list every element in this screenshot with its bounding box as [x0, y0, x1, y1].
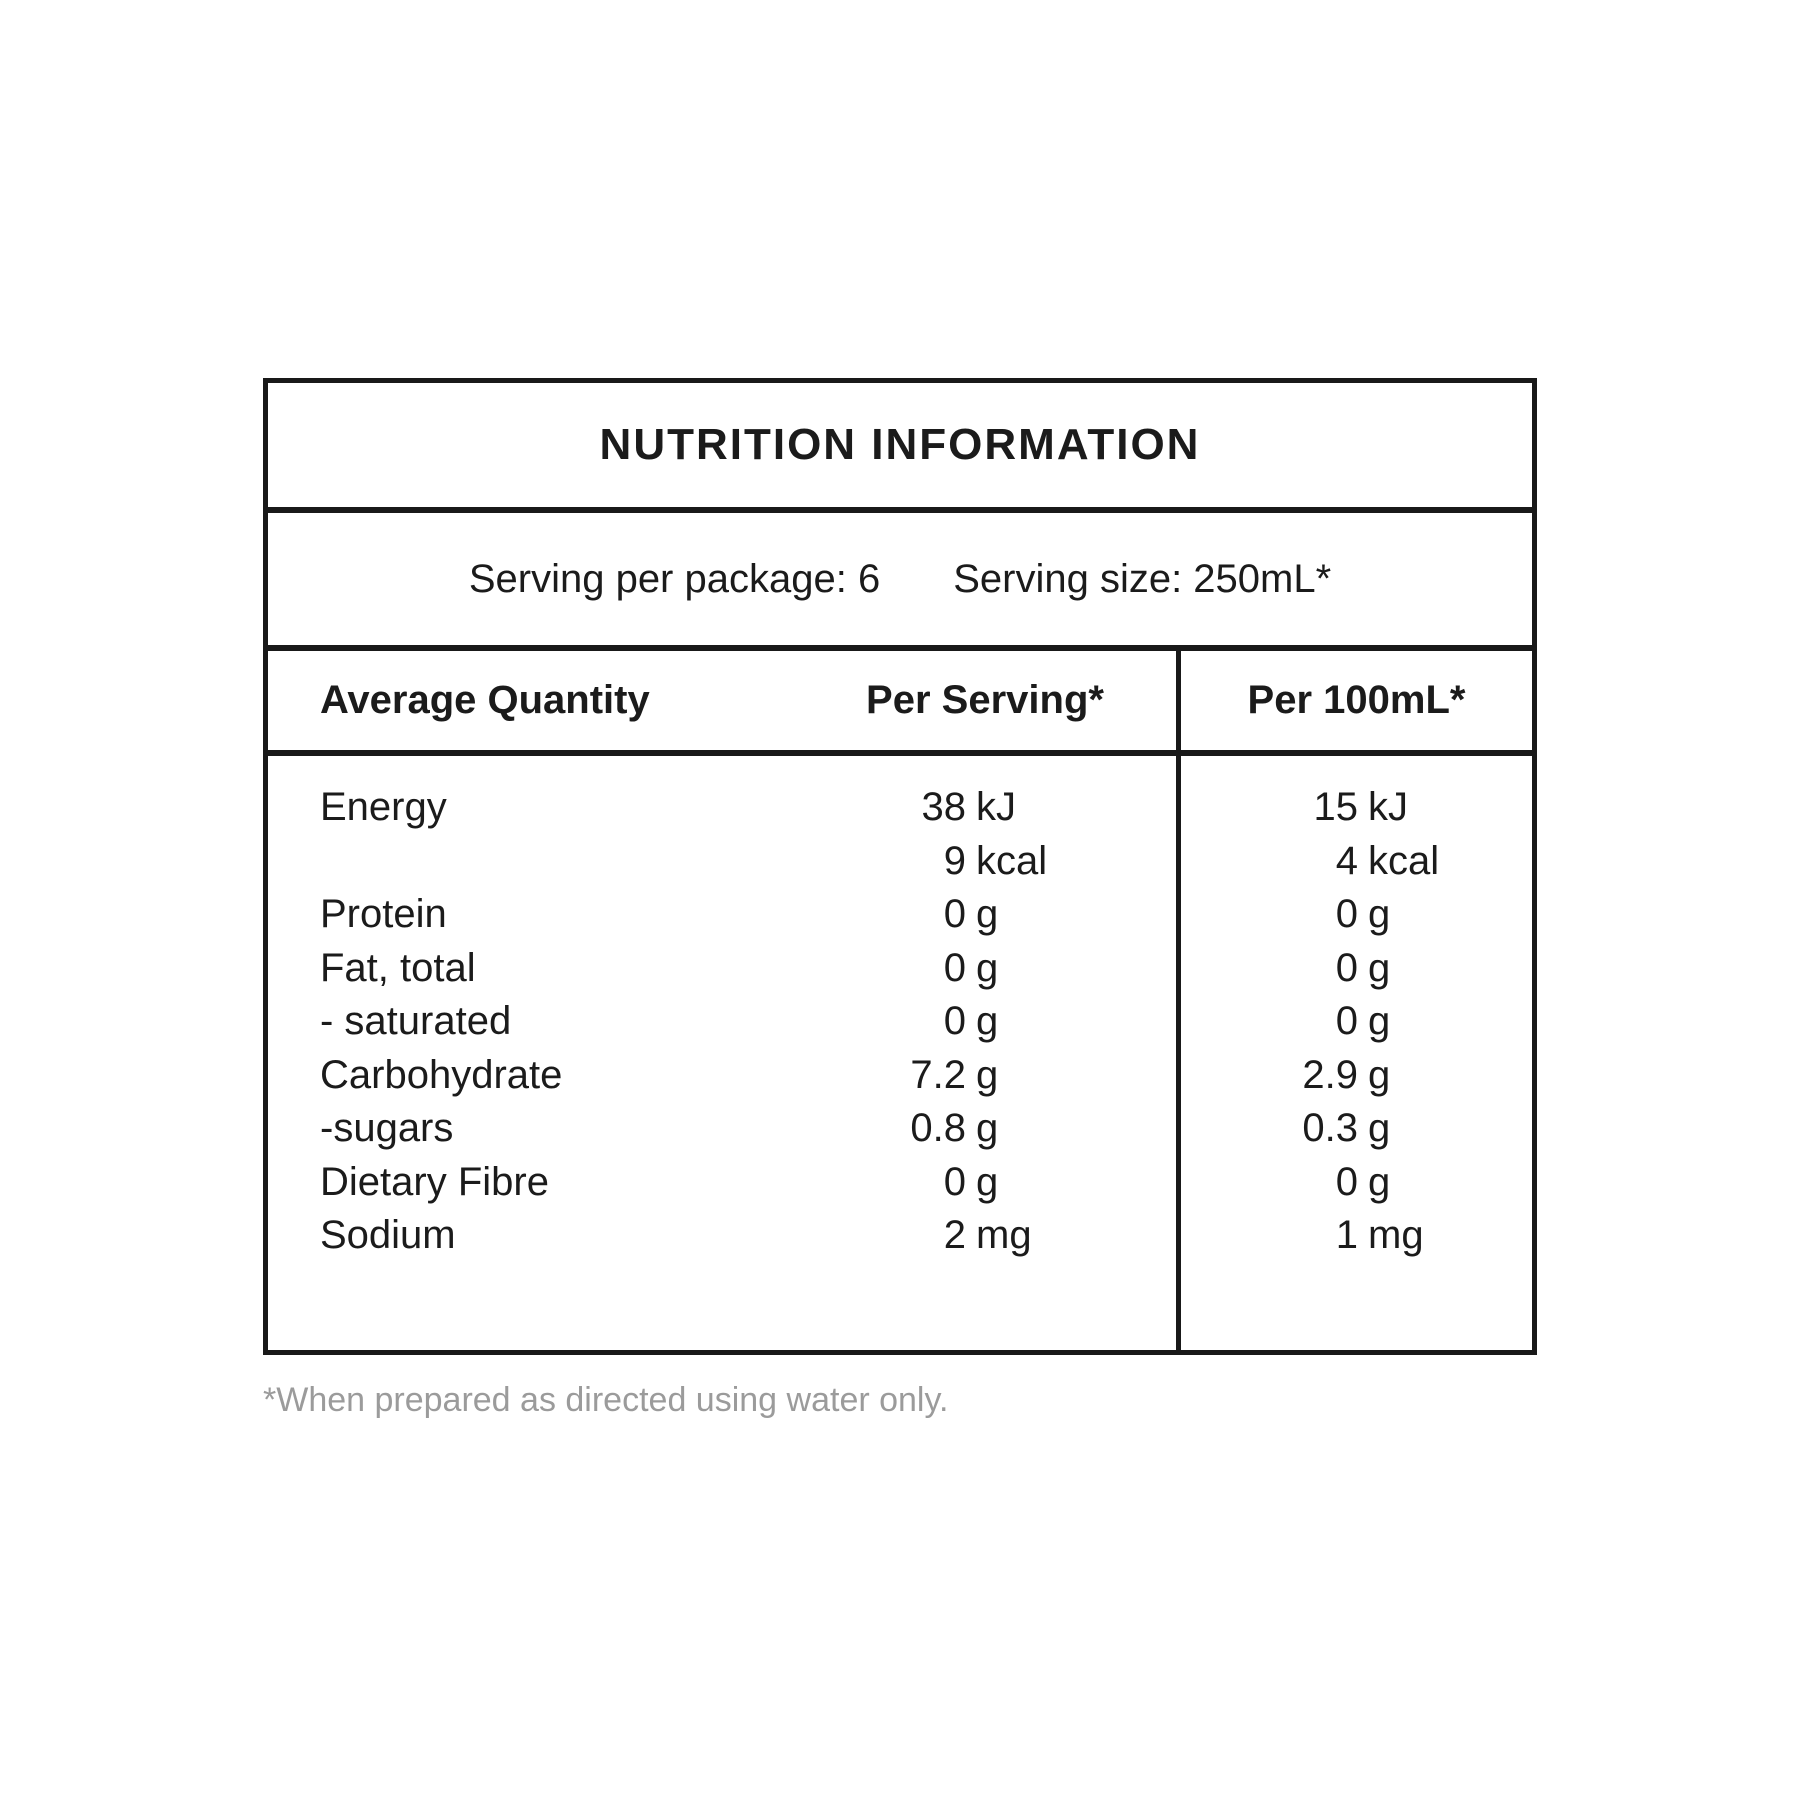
per-serving-value-unit: g [976, 1106, 999, 1151]
nutrient-row-carbohydrate: Carbohydrate 7.2 g [268, 1049, 1176, 1103]
nutrient-label: Dietary Fibre [320, 1159, 549, 1204]
per-100ml-value-unit: mg [1368, 1213, 1424, 1258]
per-100ml-value-number: 0 [1335, 945, 1358, 990]
nutrient-row-dietary-fibre: Dietary Fibre 0 g [268, 1156, 1176, 1210]
per-100ml-value-number: 0.3 [1302, 1106, 1358, 1151]
per-serving-value-number: 7.2 [910, 1052, 966, 1097]
per-100ml-row-protein: 0 g [1181, 888, 1532, 942]
per-serving-value-number: 0.8 [910, 1106, 966, 1151]
per-100ml-row-sugars: 0.3 g [1181, 1102, 1532, 1156]
per-serving-value-unit: kcal [976, 838, 1048, 883]
nutrient-label: Energy [320, 785, 447, 830]
per-serving-value-unit: g [976, 945, 999, 990]
per-100ml-value-unit: kJ [1368, 785, 1408, 830]
per-serving-value-unit: g [976, 892, 999, 937]
column-header-per-100ml: Per 100mL* [1247, 678, 1466, 722]
per-100ml-row-saturated: 0 g [1181, 995, 1532, 1049]
nutrient-label: Carbohydrate [320, 1052, 563, 1097]
per-serving-value-unit: g [976, 999, 999, 1044]
per-100ml-value-unit: g [1368, 1159, 1391, 1204]
per-serving-value-number: 0 [943, 892, 966, 937]
per-serving-value-unit: g [976, 1159, 999, 1204]
per-serving-value-unit: kJ [976, 785, 1016, 830]
per-serving-value-number: 38 [921, 785, 967, 830]
per-serving-value-unit: g [976, 1052, 999, 1097]
per-serving-value-number: 9 [943, 838, 966, 883]
per-100ml-row-sodium: 1 mg [1181, 1209, 1532, 1263]
header-right-section: Per 100mL* [1176, 651, 1532, 750]
per-100ml-value-number: 4 [1335, 838, 1358, 883]
per-serving-value-number: 0 [943, 945, 966, 990]
per-serving-value-number: 2 [943, 1213, 966, 1258]
per-100ml-value-unit: g [1368, 1106, 1391, 1151]
serving-info-row: Serving per package: 6 Serving size: 250… [268, 513, 1532, 651]
nutrient-label: Protein [320, 892, 447, 937]
nutrient-row-sodium: Sodium 2 mg [268, 1209, 1176, 1263]
per-serving-value-number: 0 [943, 1159, 966, 1204]
per-100ml-row-dietary-fibre: 0 g [1181, 1156, 1532, 1210]
per-100ml-value-number: 0 [1335, 892, 1358, 937]
panel-title: NUTRITION INFORMATION [599, 420, 1201, 469]
per-100ml-value-unit: g [1368, 892, 1391, 937]
per-100ml-value-number: 15 [1313, 785, 1359, 830]
header-left-section: Average Quantity Per Serving* [268, 651, 1176, 750]
nutrient-label: Fat, total [320, 945, 476, 990]
per-100ml-value-unit: g [1368, 945, 1391, 990]
per-100ml-row-carbohydrate: 2.9 g [1181, 1049, 1532, 1103]
panel-title-row: NUTRITION INFORMATION [268, 383, 1532, 513]
column-header-per-serving: Per Serving* [866, 678, 1104, 722]
preparation-footnote: *When prepared as directed using water o… [263, 1381, 949, 1419]
nutrient-labels-and-per-serving-column: Energy 38 kJ 9 kcal Protein 0 g Fat, tot… [268, 756, 1176, 1350]
per-100ml-value-number: 0 [1335, 999, 1358, 1044]
nutrient-row-energy: Energy 38 kJ [268, 781, 1176, 835]
nutrient-table-body: Energy 38 kJ 9 kcal Protein 0 g Fat, tot… [268, 756, 1532, 1350]
per-serving-value-unit: mg [976, 1213, 1032, 1258]
per-100ml-column: 15 kJ 4 kcal 0 g 0 g 0 g 2.9 g [1176, 756, 1532, 1350]
nutrient-label: Sodium [320, 1213, 456, 1258]
per-100ml-value-unit: g [1368, 1052, 1391, 1097]
column-header-average-quantity: Average Quantity [320, 678, 650, 722]
per-100ml-row-energy-kcal: 4 kcal [1181, 835, 1532, 889]
nutrient-row-saturated: - saturated 0 g [268, 995, 1176, 1049]
per-100ml-row-energy: 15 kJ [1181, 781, 1532, 835]
nutrient-label: -sugars [320, 1106, 454, 1151]
servings-per-package: Serving per package: 6 [468, 556, 881, 601]
column-header-row: Average Quantity Per Serving* Per 100mL* [268, 651, 1532, 756]
serving-size: Serving size: 250mL* [953, 556, 1332, 601]
per-100ml-value-number: 2.9 [1302, 1052, 1358, 1097]
nutrient-row-sugars: -sugars 0.8 g [268, 1102, 1176, 1156]
nutrient-row-energy-kcal: 9 kcal [268, 835, 1176, 889]
per-100ml-value-number: 0 [1335, 1159, 1358, 1204]
nutrient-label: - saturated [320, 999, 512, 1044]
per-100ml-row-fat-total: 0 g [1181, 942, 1532, 996]
per-100ml-value-number: 1 [1335, 1213, 1358, 1258]
nutrition-information-panel: NUTRITION INFORMATION Serving per packag… [263, 378, 1537, 1355]
nutrient-row-protein: Protein 0 g [268, 888, 1176, 942]
per-serving-value-number: 0 [943, 999, 966, 1044]
nutrient-row-fat-total: Fat, total 0 g [268, 942, 1176, 996]
per-100ml-value-unit: kcal [1368, 838, 1440, 883]
per-100ml-value-unit: g [1368, 999, 1391, 1044]
